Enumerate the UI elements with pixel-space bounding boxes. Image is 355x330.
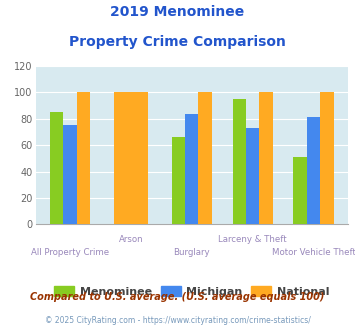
Bar <box>320 92 334 224</box>
Bar <box>307 117 320 224</box>
Bar <box>198 92 212 224</box>
Legend: Menominee, Michigan, National: Menominee, Michigan, National <box>50 281 334 301</box>
Bar <box>171 137 185 224</box>
Text: Property Crime Comparison: Property Crime Comparison <box>69 35 286 49</box>
Bar <box>246 128 260 224</box>
Text: © 2025 CityRating.com - https://www.cityrating.com/crime-statistics/: © 2025 CityRating.com - https://www.city… <box>45 316 310 325</box>
Bar <box>114 92 148 224</box>
Text: Motor Vehicle Theft: Motor Vehicle Theft <box>272 248 355 257</box>
Bar <box>185 114 198 224</box>
Bar <box>63 125 77 224</box>
Bar <box>260 92 273 224</box>
Text: All Property Crime: All Property Crime <box>31 248 109 257</box>
Text: Burglary: Burglary <box>173 248 210 257</box>
Text: 2019 Menominee: 2019 Menominee <box>110 5 245 19</box>
Bar <box>294 157 307 224</box>
Bar <box>50 112 63 224</box>
Bar <box>233 99 246 224</box>
Text: Arson: Arson <box>119 236 143 245</box>
Text: Compared to U.S. average. (U.S. average equals 100): Compared to U.S. average. (U.S. average … <box>30 292 325 302</box>
Bar <box>77 92 90 224</box>
Text: Larceny & Theft: Larceny & Theft <box>218 236 287 245</box>
